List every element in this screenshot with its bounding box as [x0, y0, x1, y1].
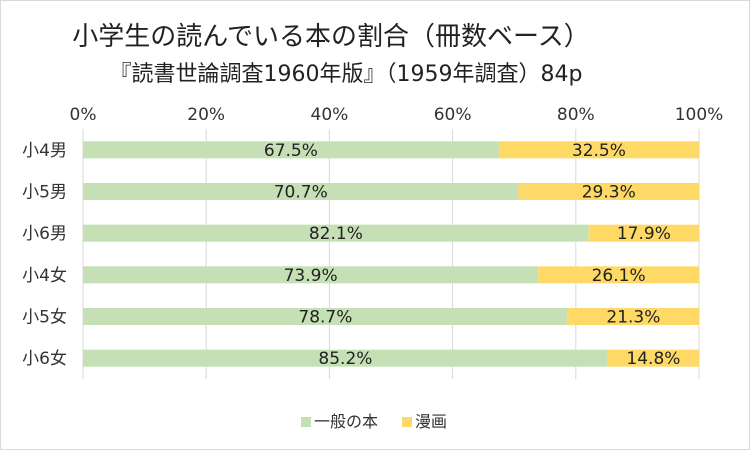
legend-swatch	[301, 417, 311, 427]
category-label: 小4男	[22, 141, 67, 161]
legend-swatch	[402, 417, 412, 427]
bar-segment	[83, 141, 499, 159]
bar-segment	[538, 266, 699, 284]
category-label: 小6男	[22, 224, 67, 244]
data-label: 73.9%	[284, 266, 338, 286]
data-label: 82.1%	[309, 224, 363, 244]
legend: 一般の本 漫画	[301, 412, 447, 431]
bar-segment	[498, 141, 699, 159]
category-label: 小5女	[22, 308, 67, 328]
category-label: 小5男	[22, 183, 67, 203]
bar-segment	[83, 349, 608, 367]
x-tick-label: 60%	[434, 105, 472, 125]
x-tick-label: 40%	[311, 105, 349, 125]
legend-label: 漫画	[415, 412, 447, 431]
data-label: 21.3%	[606, 308, 660, 328]
grid-layer	[82, 129, 700, 379]
chart-title: 小学生の読んでいる本の割合（冊数ベース）	[72, 22, 589, 52]
bar-segment	[83, 224, 589, 242]
category-label: 小4女	[22, 266, 67, 286]
data-label: 85.2%	[318, 349, 372, 369]
data-label: 17.9%	[617, 224, 671, 244]
data-label: 26.1%	[592, 266, 646, 286]
data-label: 78.7%	[298, 308, 352, 328]
data-label: 14.8%	[626, 349, 680, 369]
data-label: 32.5%	[572, 141, 626, 161]
legend-label: 一般の本	[314, 412, 378, 431]
bar-segment	[83, 308, 568, 325]
x-tick-label: 100%	[675, 105, 724, 125]
bar-segment	[518, 183, 699, 200]
data-label: 67.5%	[264, 141, 318, 161]
chart-subtitle: 『読書世論調査1960年版』（1959年調査）84p	[110, 62, 583, 87]
x-tick-label: 80%	[557, 105, 595, 125]
bar-segment	[588, 224, 699, 242]
bar-segment	[83, 183, 519, 200]
bar-layer: 67.5% 32.5% 70.7% 29.3% 82.1% 17.9% 73.9% 26.1%…	[83, 141, 699, 369]
bar-segment	[567, 308, 699, 325]
data-label: 70.7%	[274, 183, 328, 203]
x-tick-label: 20%	[187, 105, 225, 125]
x-tick-label: 0%	[70, 105, 97, 125]
category-label: 小6女	[22, 349, 67, 369]
tick-layer: 0% 20% 40% 60% 80% 100%	[70, 105, 724, 125]
data-label: 29.3%	[582, 183, 636, 203]
bar-segment	[607, 349, 699, 367]
bar-segment	[83, 266, 539, 284]
